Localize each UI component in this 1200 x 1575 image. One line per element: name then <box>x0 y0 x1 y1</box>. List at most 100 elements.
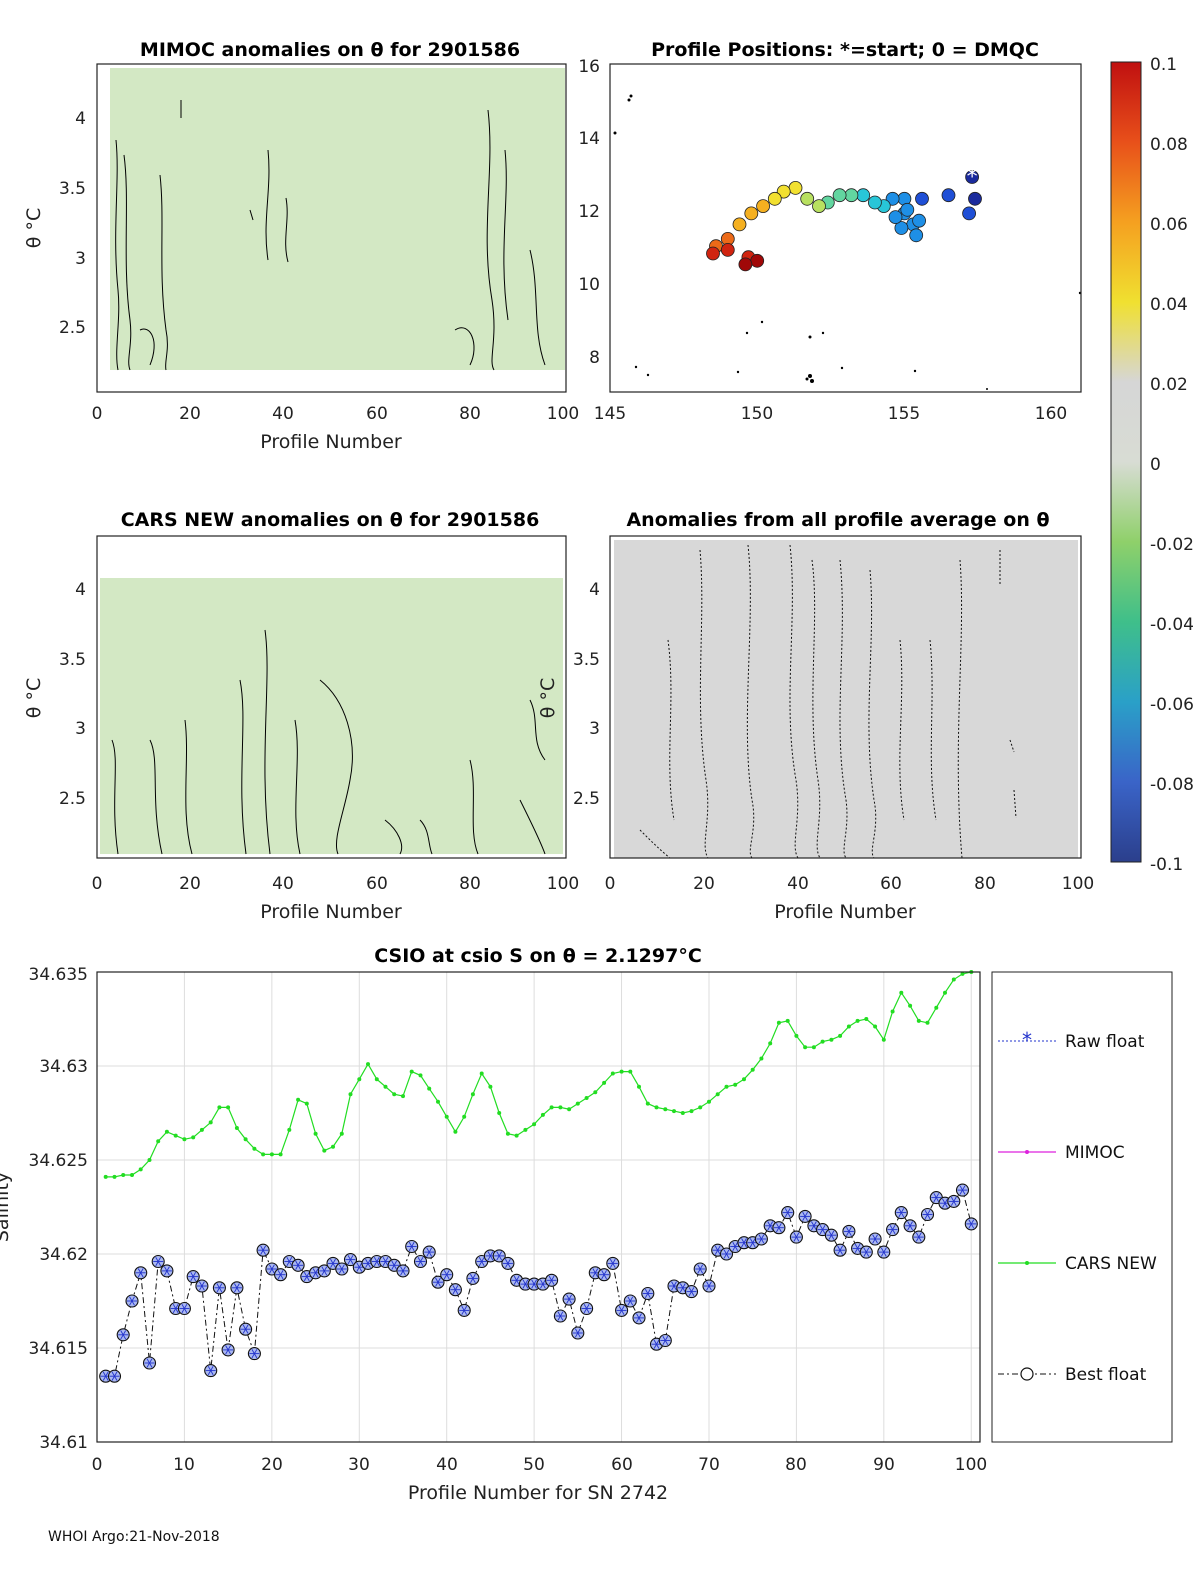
position-markers: * <box>706 165 982 272</box>
cars-new-point <box>645 1101 650 1106</box>
chart-title: Profile Positions: *=start; 0 = DMQC <box>651 39 1039 61</box>
x-tick: 20 <box>179 404 201 424</box>
best-float-point <box>597 1268 611 1282</box>
x-axis-label: Profile Number <box>260 431 402 453</box>
cars-new-point <box>750 1067 755 1072</box>
cars-new-point <box>689 1109 694 1114</box>
best-float-point <box>335 1262 349 1276</box>
x-tick: 100 <box>547 404 579 424</box>
cars-new-point <box>663 1107 668 1112</box>
x-tick: 40 <box>436 1455 458 1475</box>
heatmap-field <box>110 68 565 370</box>
best-float-point <box>912 1230 926 1244</box>
legend-item-mimoc: MIMOC <box>998 1143 1125 1163</box>
cars-new-point <box>768 1041 773 1046</box>
cars-new-point <box>680 1111 685 1115</box>
cars-new-point <box>829 1037 834 1042</box>
cars-new-point <box>916 1018 921 1023</box>
x-tick: 155 <box>888 404 920 424</box>
y-tick: 14 <box>578 129 600 149</box>
y-tick: 10 <box>578 275 600 295</box>
best-float-point <box>343 1253 358 1267</box>
colorbar-tick: -0.04 <box>1150 615 1194 635</box>
best-float-point <box>719 1247 734 1261</box>
y-tick: 4 <box>75 580 86 600</box>
profile-marker <box>868 195 882 210</box>
legend-label: Best float <box>1065 1365 1147 1385</box>
x-tick: 160 <box>1035 404 1067 424</box>
plot-frame <box>609 535 1082 859</box>
y-tick: 2.5 <box>573 789 600 809</box>
y-ticks: 4 3.5 3 2.5 <box>59 580 86 809</box>
cars-new-point <box>409 1069 414 1074</box>
cars-new-point <box>147 1158 152 1162</box>
x-tick: 80 <box>785 1455 807 1475</box>
cars-new-point <box>846 1024 851 1029</box>
x-tick: 40 <box>787 874 809 894</box>
legend: * Raw float MIMOC CARS NEW Best float <box>991 971 1173 1443</box>
best-float-point <box>684 1285 699 1299</box>
heatmap-field <box>614 540 1078 858</box>
y-tick: 2.5 <box>59 789 86 809</box>
y-tick: 34.62 <box>39 1245 88 1265</box>
y-tick: 34.625 <box>29 1151 88 1171</box>
cars-new-point <box>654 1105 659 1110</box>
y-tick: 3.5 <box>573 650 600 670</box>
best-float-point <box>553 1309 567 1323</box>
cars-new-point <box>864 1017 869 1021</box>
y-tick: 34.635 <box>29 965 88 985</box>
profile-marker <box>856 188 871 203</box>
x-tick: 100 <box>547 874 579 894</box>
profile-marker <box>832 188 847 203</box>
cars-new-point <box>899 990 904 995</box>
best-float-point <box>562 1292 576 1306</box>
cars-new-point <box>357 1077 362 1082</box>
x-tick: 145 <box>594 404 626 424</box>
contour-lines <box>639 544 1017 859</box>
cars-new-point <box>462 1114 467 1119</box>
best-float-point <box>160 1264 174 1278</box>
colorbar-tick: 0.08 <box>1150 135 1188 155</box>
best-float-point <box>230 1281 244 1295</box>
best-float-point <box>422 1245 436 1259</box>
profile-marker <box>756 199 770 214</box>
colorbar-tick: -0.06 <box>1150 695 1194 715</box>
legend-label: Raw float <box>1065 1032 1145 1052</box>
cars-new-point <box>943 990 947 995</box>
cars-new-point <box>427 1086 432 1091</box>
cars-new-point <box>322 1148 327 1153</box>
cars-new-point <box>296 1097 301 1102</box>
best-float-point <box>571 1326 585 1340</box>
best-float-point <box>291 1258 305 1272</box>
colorbar-tick: 0.06 <box>1150 215 1188 235</box>
circle-marker-icon <box>1020 1367 1034 1381</box>
best-float-point <box>151 1254 165 1269</box>
legend-item-cars-new: CARS NEW <box>998 1254 1157 1274</box>
y-tick: 12 <box>578 202 600 222</box>
cars-new-point <box>715 1092 720 1097</box>
cars-new-point <box>453 1129 458 1134</box>
cars-new-point <box>401 1094 405 1099</box>
cars-new-point <box>785 1018 790 1023</box>
cars-new-point <box>724 1084 729 1089</box>
dot-marker-icon <box>1025 1150 1029 1154</box>
profile-marker <box>894 221 909 235</box>
profile-marker <box>915 191 929 206</box>
profile-marker <box>720 242 735 257</box>
best-float-series <box>99 1183 978 1383</box>
y-tick: 34.615 <box>29 1339 88 1359</box>
best-float-point <box>615 1303 629 1317</box>
cars-new-point <box>374 1077 379 1082</box>
best-float-point <box>195 1279 209 1293</box>
colorbar-tick: 0 <box>1150 455 1161 475</box>
cars-new-series <box>103 970 974 1179</box>
cars-new-point <box>217 1105 222 1110</box>
cars-new-point <box>558 1105 563 1110</box>
cars-new-point <box>811 1045 816 1050</box>
cars-new-point <box>304 1101 309 1106</box>
cars-new-point <box>567 1107 572 1112</box>
colorbar-tick: 0.02 <box>1150 375 1188 395</box>
x-tick: 0 <box>92 874 103 894</box>
best-float-point <box>693 1262 707 1276</box>
x-axis-label: Profile Number <box>774 901 916 923</box>
